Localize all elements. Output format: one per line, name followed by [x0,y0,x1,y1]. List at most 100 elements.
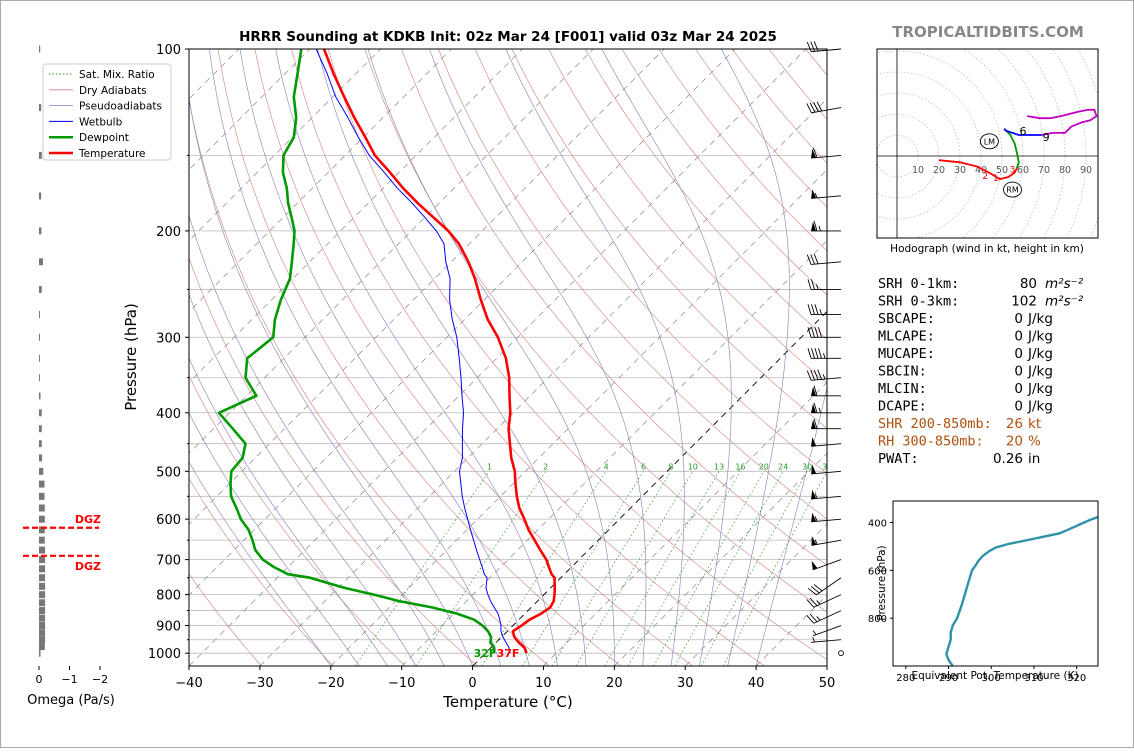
barb-rotation [810,551,841,570]
barb-full [815,304,818,314]
wind-barb [810,487,841,499]
y-tick-label: 700 [156,554,181,569]
dry-adiabat [769,49,1134,666]
index-value: 0 [1014,311,1023,327]
mixing-ratio-line [576,471,693,666]
pseudoadiabat [506,49,685,666]
barb-pennant [810,560,818,570]
pseudoadiabat [318,49,586,666]
mixing-ratio-label: 16 [735,462,745,471]
isotherm [260,49,877,666]
legend-label: Temperature [78,148,146,160]
index-unit: J/kg [1027,399,1053,415]
mixing-ratio-label: 24 [778,462,788,471]
barb-full [812,304,815,314]
mixing-ratio-line [416,471,546,666]
pseudoadiabat [368,49,614,666]
legend-label: Sat. Mix. Ratio [79,69,155,81]
mixing-ratio-line [701,471,807,666]
wind-barb [839,651,844,656]
omega-bar [39,258,43,265]
barb-half [819,226,821,231]
barb-rotation [810,531,841,545]
wind-barb [810,435,841,447]
pseudoadiabat [276,49,558,666]
barb-staff [816,578,841,595]
barb-rotation [811,635,841,643]
hodo-ring-label: 30 [954,165,966,176]
omega-bar [39,599,45,606]
omega-bar [39,565,45,572]
storm-motion-label: RM [1006,186,1019,195]
wind-barb [811,621,841,636]
skewt-xlabel: Temperature (°C) [442,693,572,711]
barb-half [817,616,820,621]
barb-full [814,370,818,380]
omega-bar [39,504,45,511]
x-tick-label: −40 [175,676,202,691]
barb-full [810,597,817,607]
barb-full [811,254,815,264]
index-value: 0 [1014,346,1023,362]
index-unit: J/kg [1027,381,1053,397]
omega-bar [39,311,40,318]
pseudoadiabat [430,49,647,666]
y-tick-label: 200 [156,225,181,240]
omega-xlabel: Omega (Pa/s) [27,693,115,708]
mixing-ratio-line [522,471,643,666]
barb-full [814,41,818,51]
mixing-ratio-label: 13 [714,462,724,471]
wind-barb [810,531,841,545]
omega-bar [39,481,44,488]
omega-bar [39,192,41,199]
hodo-ring-label: 20 [933,165,945,176]
x-tick-label: −10 [388,676,415,691]
barb-rotation [810,487,841,499]
barb-rotation [808,279,841,289]
legend-label: Pseudoadiabats [79,101,162,113]
omega-bar [39,622,45,629]
barb-full [814,583,822,593]
omega-ticks: 0−1−2 [36,666,109,686]
omega-bar [39,574,45,581]
omega-bar [39,355,40,362]
skewt-profiles [219,49,555,653]
y-tick-label: 900 [156,620,181,635]
omega-bar [39,425,42,432]
index-label: SRH 0-3km: [878,294,959,310]
wind-barb [811,635,841,643]
barb-rotation [811,403,841,413]
wind-barb [811,386,841,396]
pseudoadiabat [721,49,789,666]
y-tick-label: 300 [156,331,181,346]
omega-bar [39,547,45,554]
omega-bar [39,104,41,111]
barb-rotation [811,221,841,231]
hodo-height-label: 6 [1020,125,1027,138]
barb-rotation [807,586,841,609]
index-label: MLCIN: [878,381,927,397]
barb-full [811,41,815,51]
index-label: RH 300-850mb: [878,434,984,450]
index-unit: kt [1028,416,1041,432]
index-unit: m²s⁻² [1045,294,1084,310]
hodo-ring-label: 80 [1059,165,1071,176]
mixing-ratio-line [482,471,606,666]
mixing-ratio-label: 4 [604,462,609,471]
mixing-ratio-line [605,471,719,666]
index-unit: in [1028,451,1040,467]
skewt-title: HRRR Sounding at KDKB Init: 02z Mar 24 [… [239,29,777,45]
barb-rotation [811,386,841,396]
barb-rotation [808,304,841,314]
pseudoadiabat [137,49,416,666]
barb-rotation [810,510,841,522]
x-tick-label: 40 [748,676,765,691]
barb-rotation [808,570,841,597]
omega-bar [39,334,40,341]
y-tick-label: 800 [156,589,181,604]
